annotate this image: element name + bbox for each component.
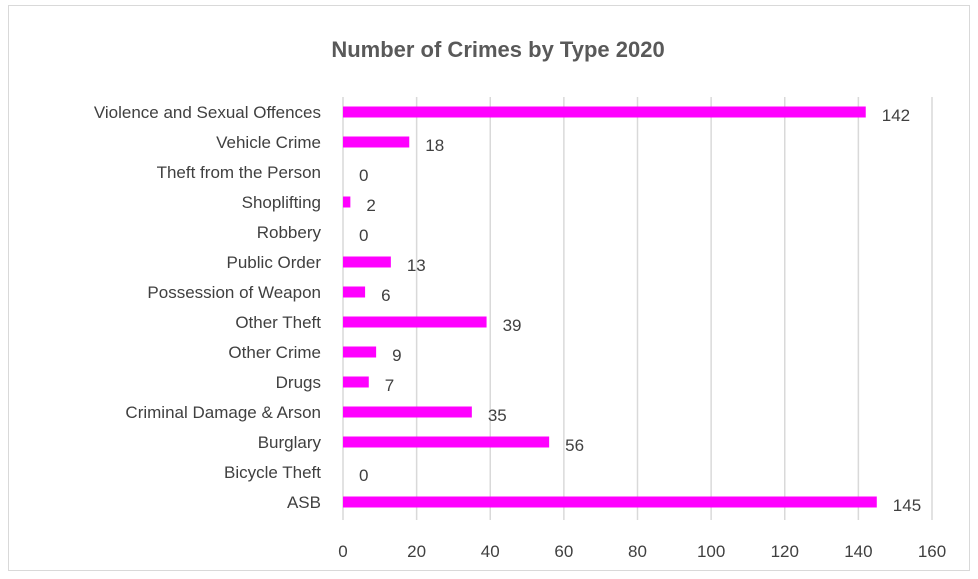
data-label: 0 [359, 466, 368, 485]
category-label: Violence and Sexual Offences [94, 103, 321, 122]
category-label: Vehicle Crime [216, 133, 321, 152]
category-label: Criminal Damage & Arson [125, 403, 321, 422]
data-label: 56 [565, 436, 584, 455]
chart-title: Number of Crimes by Type 2020 [331, 37, 664, 62]
data-label: 0 [359, 166, 368, 185]
x-tick-label: 160 [918, 542, 946, 561]
data-label: 35 [488, 406, 507, 425]
data-label: 142 [882, 106, 910, 125]
bar [343, 436, 550, 448]
data-label: 7 [385, 376, 394, 395]
category-label: Drugs [276, 373, 321, 392]
category-label: Robbery [257, 223, 322, 242]
category-labels: Violence and Sexual Offences Vehicle Crim… [94, 103, 322, 512]
x-tick-label: 80 [628, 542, 647, 561]
category-label: Public Order [227, 253, 322, 272]
bar [343, 256, 391, 268]
x-tick-label: 120 [771, 542, 799, 561]
x-tick-label: 0 [338, 542, 347, 561]
bar [343, 346, 377, 358]
data-label: 6 [381, 286, 390, 305]
x-tick-label: 20 [407, 542, 426, 561]
bar [343, 136, 410, 148]
bar [343, 106, 866, 118]
category-label: Bicycle Theft [224, 463, 321, 482]
data-label: 0 [359, 226, 368, 245]
x-tick-label: 60 [554, 542, 573, 561]
bars [343, 106, 877, 508]
category-label: Other Theft [235, 313, 321, 332]
bar [343, 496, 877, 508]
data-label: 13 [407, 256, 426, 275]
bar [343, 196, 351, 208]
category-label: Burglary [258, 433, 322, 452]
bar [343, 376, 369, 388]
category-label: Other Crime [228, 343, 321, 362]
category-label: Shoplifting [242, 193, 321, 212]
data-label: 2 [366, 196, 375, 215]
category-label: Possession of Weapon [147, 283, 321, 302]
bar [343, 316, 487, 328]
x-tick-label: 40 [481, 542, 500, 561]
category-label: ASB [287, 493, 321, 512]
chart-frame [8, 5, 970, 571]
data-label: 145 [893, 496, 921, 515]
gridlines [342, 97, 933, 520]
category-label: Theft from the Person [157, 163, 321, 182]
data-label: 18 [425, 136, 444, 155]
x-tick-labels: 0 20 40 60 80 100 120 140 160 [338, 542, 946, 561]
bar [343, 406, 472, 418]
data-label: 9 [392, 346, 401, 365]
x-tick-label: 140 [844, 542, 872, 561]
bar [343, 286, 366, 298]
x-tick-label: 100 [697, 542, 725, 561]
data-label: 39 [503, 316, 522, 335]
